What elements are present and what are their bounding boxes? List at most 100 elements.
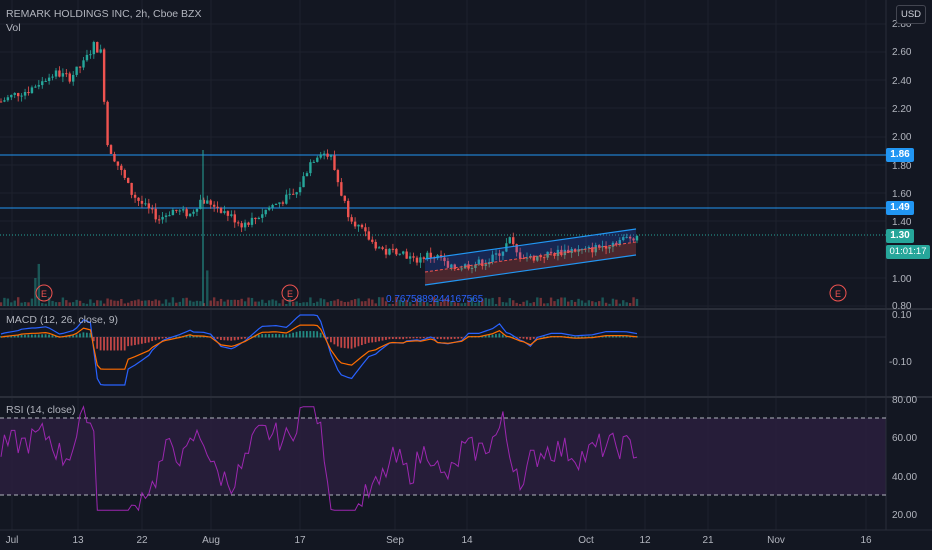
- candle-body: [292, 193, 295, 195]
- candle-body: [295, 192, 298, 195]
- candle-body: [408, 256, 412, 259]
- volume-bar: [209, 300, 212, 306]
- volume-bar: [0, 302, 3, 306]
- macd-histogram-bar: [319, 332, 322, 338]
- candle-body: [615, 242, 618, 245]
- candle-body: [192, 211, 195, 214]
- volume-bar: [415, 298, 419, 306]
- candle-body: [16, 93, 20, 97]
- candle-body: [23, 92, 27, 96]
- earnings-marker[interactable]: E: [35, 284, 53, 302]
- volume-bar: [525, 300, 529, 306]
- macd-tick: 0.10: [892, 310, 912, 321]
- candle-body: [133, 194, 137, 198]
- volume-bar: [240, 298, 243, 306]
- candle-body: [635, 235, 639, 241]
- volume-bar: [130, 300, 133, 306]
- earnings-marker[interactable]: E: [281, 284, 299, 302]
- volume-bar: [597, 301, 601, 306]
- candle-body: [443, 257, 446, 262]
- volume-bar: [608, 303, 611, 306]
- macd-histogram-bar: [30, 334, 33, 338]
- macd-histogram-bar: [316, 331, 319, 338]
- macd-histogram-bar: [495, 334, 497, 338]
- volume-bar: [68, 302, 71, 306]
- candle-body: [288, 193, 291, 195]
- time-axis[interactable]: Jul 13 22 Aug 17 Sep 14 Oct 12 21 Nov 16: [6, 535, 872, 546]
- candle-body: [467, 264, 470, 269]
- rsi-label[interactable]: RSI (14, close): [6, 404, 76, 416]
- macd-histogram-bar: [354, 337, 356, 348]
- candle-body: [422, 257, 426, 259]
- candle-body: [312, 161, 316, 163]
- volume-bar: [333, 300, 336, 306]
- rsi-tick: 80.00: [892, 395, 917, 406]
- candle-body: [85, 54, 89, 61]
- volume-bar: [360, 301, 364, 306]
- regression-channel-lower[interactable]: [425, 242, 636, 285]
- volume-bar: [316, 301, 319, 306]
- price-tick: 1.00: [892, 274, 912, 285]
- volume-bar: [463, 302, 467, 306]
- candle-body: [89, 54, 92, 56]
- volume-bar: [78, 300, 82, 306]
- volume-bar: [295, 301, 298, 306]
- regression-channel-upper[interactable]: [425, 229, 636, 272]
- macd-histogram-bar: [501, 334, 504, 338]
- volume-bar: [622, 300, 625, 306]
- candle-body: [546, 251, 549, 258]
- macd-histogram-bar: [27, 334, 30, 338]
- volume-bar: [206, 270, 209, 306]
- macd-histogram-bar: [491, 334, 494, 338]
- candle-body: [556, 249, 560, 256]
- volume-bar: [439, 301, 443, 306]
- macd-histogram-bar: [158, 337, 160, 340]
- currency-button[interactable]: USD: [896, 5, 926, 24]
- price-tag-1-49: 1.49: [886, 201, 914, 215]
- svg-text:E: E: [287, 289, 293, 299]
- macd-axis[interactable]: 0.10 -0.10: [889, 310, 912, 368]
- volume-bar: [212, 297, 216, 306]
- candle-body: [240, 223, 243, 228]
- candle-body: [92, 42, 96, 55]
- candle-body: [357, 224, 360, 227]
- candle-body: [226, 211, 230, 216]
- volume-bar: [319, 298, 322, 306]
- candle-body: [542, 257, 546, 259]
- volume-bar: [391, 303, 395, 306]
- candle-body: [333, 155, 336, 171]
- candle-body: [223, 211, 226, 213]
- volume-bar: [309, 297, 312, 306]
- macd-histogram-bar: [326, 337, 329, 340]
- macd-histogram-bar: [433, 337, 435, 338]
- volume-bar: [556, 299, 560, 306]
- candle-body: [388, 248, 391, 255]
- macd-histogram-bar: [0, 336, 2, 338]
- rsi-band: [0, 418, 886, 495]
- candle-body: [611, 242, 615, 247]
- price-axis[interactable]: 2.80 2.60 2.40 2.20 2.00 1.80 1.60 1.40 …: [892, 19, 912, 312]
- rsi-tick: 60.00: [892, 433, 917, 444]
- rsi-axis[interactable]: 80.00 60.00 40.00 20.00: [892, 395, 917, 521]
- candle-body: [102, 49, 106, 102]
- volume-bar: [281, 299, 285, 306]
- volume-bar: [460, 303, 463, 306]
- volume-bar: [508, 298, 511, 306]
- candle-body: [326, 153, 329, 157]
- volume-bar: [539, 297, 542, 306]
- candle-body: [6, 97, 10, 101]
- candle-body: [322, 153, 326, 155]
- symbol-title[interactable]: REMARK HOLDINGS INC, 2h, Cboe BZX: [6, 8, 202, 20]
- candle-body: [302, 176, 305, 188]
- volume-bar: [322, 299, 326, 306]
- volume-bar: [92, 302, 96, 306]
- price-tick: 2.20: [892, 104, 912, 115]
- candle-body: [604, 245, 608, 249]
- volume-label[interactable]: Vol: [6, 22, 21, 34]
- earnings-marker[interactable]: E: [829, 284, 847, 302]
- macd-label[interactable]: MACD (12, 26, close, 9): [6, 314, 119, 326]
- macd-histogram-bar: [343, 337, 346, 349]
- candle-body: [618, 240, 622, 245]
- volume-bar: [30, 298, 34, 306]
